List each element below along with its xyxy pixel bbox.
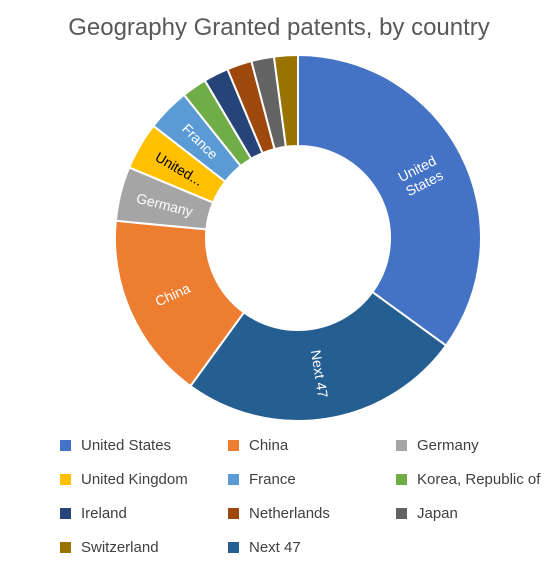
legend-swatch xyxy=(228,542,239,553)
legend-swatch xyxy=(396,440,407,451)
legend-label: Netherlands xyxy=(249,505,330,522)
legend-label: Ireland xyxy=(81,505,127,522)
legend-item-germany: Germany xyxy=(396,437,558,454)
legend-swatch xyxy=(228,508,239,519)
legend-swatch xyxy=(228,440,239,451)
legend-item-china: China xyxy=(228,437,396,454)
slice-united-states xyxy=(298,55,481,346)
legend-item-united-states: United States xyxy=(60,437,228,454)
legend-swatch xyxy=(60,508,71,519)
legend: United States China Germany United Kingdom F… xyxy=(60,437,558,556)
legend-item-korea-republic-of: Korea, Republic of xyxy=(396,471,558,488)
legend-item-switzerland: Switzerland xyxy=(60,539,228,556)
legend-label: China xyxy=(249,437,288,454)
legend-label: Japan xyxy=(417,505,458,522)
legend-label: Switzerland xyxy=(81,539,159,556)
legend-label: United States xyxy=(81,437,171,454)
legend-swatch xyxy=(396,508,407,519)
legend-item-next-47: Next 47 xyxy=(228,539,396,556)
legend-item-japan: Japan xyxy=(396,505,558,522)
legend-swatch xyxy=(396,474,407,485)
legend-label: Next 47 xyxy=(249,539,301,556)
legend-swatch xyxy=(228,474,239,485)
legend-swatch xyxy=(60,440,71,451)
legend-label: Germany xyxy=(417,437,479,454)
slices-group xyxy=(115,55,481,421)
legend-swatch xyxy=(60,542,71,553)
donut-chart: UnitedStatesNext 47ChinaGermanyUnited...… xyxy=(0,0,558,430)
legend-label: France xyxy=(249,471,296,488)
legend-item-france: France xyxy=(228,471,396,488)
legend-item-netherlands: Netherlands xyxy=(228,505,396,522)
legend-label: United Kingdom xyxy=(81,471,188,488)
legend-swatch xyxy=(60,474,71,485)
legend-item-united-kingdom: United Kingdom xyxy=(60,471,228,488)
legend-item-ireland: Ireland xyxy=(60,505,228,522)
legend-label: Korea, Republic of xyxy=(417,471,540,488)
